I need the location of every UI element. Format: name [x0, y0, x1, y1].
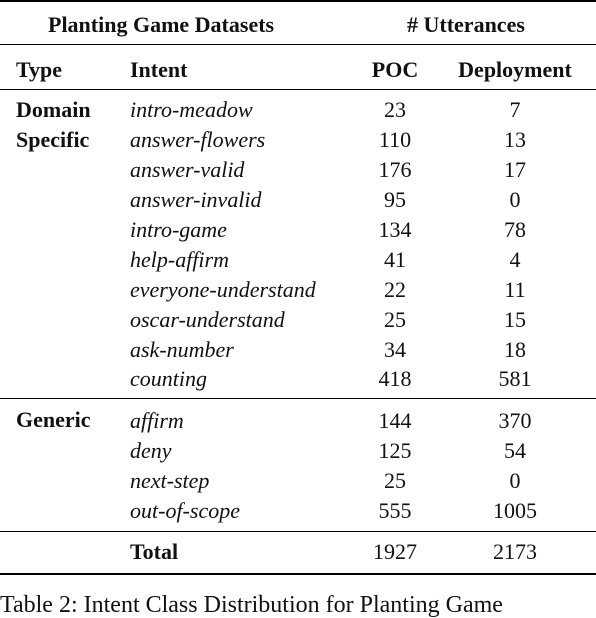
group-separator-rule: [0, 398, 596, 399]
column-header-poc: POC: [371, 57, 419, 82]
row-intent: counting: [130, 366, 207, 391]
total-separator-rule: [0, 531, 596, 532]
row-intent: next-step: [130, 468, 210, 493]
total-label: Total: [130, 539, 179, 564]
row-intent: out-of-scope: [130, 498, 240, 523]
row-poc: 95: [384, 187, 406, 212]
row-intent: everyone-understand: [130, 277, 316, 302]
row-deployment: 11: [504, 277, 526, 302]
table-bottom-rule: [0, 573, 596, 575]
row-deployment: 4: [509, 247, 521, 272]
row-intent: intro-meadow: [130, 97, 253, 122]
row-intent: oscar-understand: [130, 307, 285, 332]
row-deployment: 78: [504, 217, 526, 242]
row-deployment: 18: [504, 337, 526, 362]
row-poc: 125: [378, 438, 412, 463]
row-poc: 555: [378, 498, 412, 523]
total-deployment: 2173: [493, 539, 537, 564]
row-poc: 22: [384, 277, 406, 302]
row-poc: 34: [384, 337, 406, 362]
column-header-intent: Intent: [130, 57, 188, 82]
row-intent: affirm: [130, 408, 184, 433]
row-poc: 23: [384, 97, 406, 122]
row-intent: help-affirm: [130, 247, 229, 272]
group-header-rule: [0, 44, 596, 45]
row-intent: ask-number: [130, 337, 234, 362]
row-poc: 25: [384, 307, 406, 332]
column-header-rule: [0, 89, 596, 90]
row-intent: answer-flowers: [130, 127, 266, 152]
row-deployment: 17: [504, 157, 526, 182]
column-header-type: Type: [16, 57, 63, 82]
row-deployment: 0: [509, 468, 521, 493]
group-header-datasets: Planting Game Datasets: [48, 12, 275, 37]
row-poc: 134: [378, 217, 412, 242]
row-deployment: 13: [504, 127, 526, 152]
total-poc: 1927: [373, 539, 417, 564]
group-type-domain-line1: Domain: [16, 97, 91, 122]
row-intent: answer-valid: [130, 157, 245, 182]
table-caption: Table 2: Intent Class Distribution for P…: [0, 592, 503, 618]
row-deployment: 15: [504, 307, 526, 332]
row-poc: 110: [378, 127, 412, 152]
row-poc: 25: [384, 468, 406, 493]
group-header-utterances: # Utterances: [407, 12, 525, 37]
row-deployment: 0: [509, 187, 521, 212]
row-deployment: 370: [498, 408, 532, 433]
table-top-rule: [0, 0, 596, 2]
row-poc: 176: [378, 157, 412, 182]
group-type-generic: Generic: [16, 407, 91, 432]
row-deployment: 54: [504, 438, 526, 463]
row-intent: intro-game: [130, 217, 227, 242]
group-type-domain-line2: Specific: [16, 127, 90, 152]
row-deployment: 1005: [493, 498, 537, 523]
row-poc: 418: [378, 366, 412, 391]
row-poc: 144: [378, 408, 412, 433]
row-intent: deny: [130, 438, 172, 463]
row-poc: 41: [384, 247, 406, 272]
row-deployment: 7: [509, 97, 521, 122]
row-deployment: 581: [498, 366, 532, 391]
row-intent: answer-invalid: [130, 187, 262, 212]
column-header-deployment: Deployment: [458, 57, 572, 82]
